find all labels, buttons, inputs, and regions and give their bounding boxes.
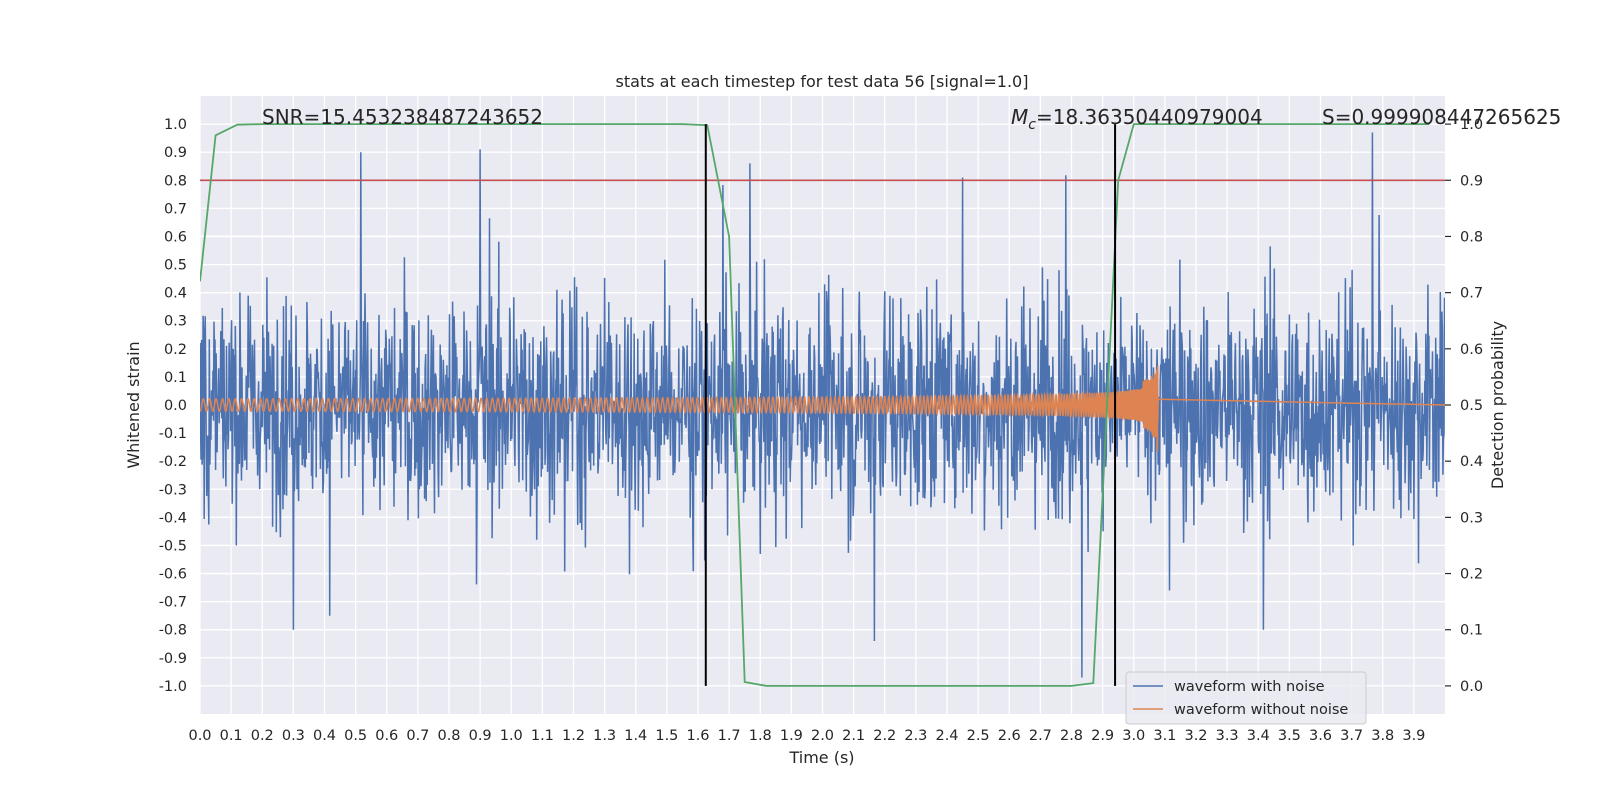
y2-axis-ticks: 1.0 0.9 0.8 0.7 0.6 0.5 0.4 0.3 0.2 0.1 0.0 — [1445, 117, 1483, 695]
x-tick-label: 1.8 — [749, 728, 772, 744]
y-tick-label: -0.4 — [159, 510, 187, 526]
x-tick-label: 0.0 — [188, 728, 211, 744]
y2-tick-label: 0.8 — [1460, 229, 1483, 245]
detection-score-annotation: S=0.999908447265625 — [1322, 105, 1561, 129]
y2-tick-label: 0.2 — [1460, 567, 1483, 583]
y2-tick-label: 0.3 — [1460, 510, 1483, 526]
y2-tick-label: 0.7 — [1460, 286, 1483, 302]
x-tick-label: 1.4 — [624, 728, 647, 744]
x-tick-label: 2.1 — [842, 728, 865, 744]
x-tick-label: 2.2 — [873, 728, 896, 744]
x-tick-label: 2.0 — [811, 728, 834, 744]
x-tick-label: 0.2 — [251, 728, 274, 744]
series-line-waveform-with-noise — [200, 132, 1445, 678]
x-tick-label: 0.7 — [406, 728, 429, 744]
y2-tick-label: 0.1 — [1460, 623, 1483, 639]
x-tick-label: 1.0 — [500, 728, 523, 744]
legend-label-noisy: waveform with noise — [1174, 679, 1325, 695]
x-tick-label: 3.3 — [1216, 728, 1239, 744]
x-tick-label: 3.7 — [1340, 728, 1363, 744]
x-tick-label: 1.3 — [593, 728, 616, 744]
x-tick-label: 3.0 — [1122, 728, 1145, 744]
legend: waveform with noise waveform without noi… — [1125, 671, 1367, 725]
y-tick-label: 0.6 — [164, 229, 187, 245]
x-tick-label: 0.4 — [313, 728, 336, 744]
y-axis-ticks: 1.0 0.9 0.8 0.7 0.6 0.5 0.4 0.3 0.2 0.1 0.0 -0.1 -0.… — [159, 117, 187, 695]
y-tick-label: -0.3 — [159, 482, 187, 498]
y-tick-label: 0.7 — [164, 201, 187, 217]
x-tick-label: 1.6 — [686, 728, 709, 744]
y-tick-label: 0.0 — [164, 398, 187, 414]
x-tick-label: 2.4 — [935, 728, 958, 744]
y-tick-label: -0.7 — [159, 595, 187, 611]
x-tick-label: 3.5 — [1278, 728, 1301, 744]
x-tick-label: 1.5 — [655, 728, 678, 744]
x-tick-label: 3.8 — [1371, 728, 1394, 744]
y2-tick-label: 0.4 — [1460, 454, 1483, 470]
x-tick-label: 2.3 — [904, 728, 927, 744]
y2-tick-label: 0.9 — [1460, 173, 1483, 189]
x-tick-label: 0.6 — [375, 728, 398, 744]
y2-axis-label: Detection probability — [1488, 321, 1507, 489]
y2-tick-label: 1.0 — [1460, 117, 1483, 133]
x-axis-ticks: 0.0 0.1 0.2 0.3 0.4 0.5 0.6 0.7 0.8 0.9 1.0 1.1 1.2 1… — [188, 728, 1425, 744]
x-tick-label: 1.2 — [562, 728, 585, 744]
x-tick-label: 2.9 — [1091, 728, 1114, 744]
chirp-mass-symbol: M — [1011, 105, 1028, 129]
x-tick-label: 2.8 — [1060, 728, 1083, 744]
chirp-mass-subscript: c — [1028, 117, 1036, 133]
y-tick-label: -0.9 — [159, 651, 187, 667]
x-tick-label: 0.9 — [469, 728, 492, 744]
y-axis-label: Whitened strain — [124, 341, 143, 468]
y-tick-label: 0.9 — [164, 145, 187, 161]
x-tick-label: 2.5 — [967, 728, 990, 744]
y-tick-label: 0.4 — [164, 286, 187, 302]
x-tick-label: 3.4 — [1247, 728, 1270, 744]
snr-annotation: SNR=15.453238487243652 — [262, 105, 543, 129]
x-axis-label: Time (s) — [788, 748, 854, 767]
x-tick-label: 1.7 — [718, 728, 741, 744]
y-tick-label: 0.5 — [164, 258, 187, 274]
y-tick-label: -1.0 — [159, 679, 187, 695]
x-tick-label: 1.9 — [780, 728, 803, 744]
x-tick-label: 2.6 — [998, 728, 1021, 744]
y-tick-label: -0.2 — [159, 454, 187, 470]
x-tick-label: 2.7 — [1029, 728, 1052, 744]
series-line-waveform-without-noise — [200, 365, 1445, 452]
y-tick-label: 0.2 — [164, 342, 187, 358]
y-tick-label: 0.8 — [164, 173, 187, 189]
y-tick-label: 0.3 — [164, 314, 187, 330]
detection-probability-line — [200, 123, 1430, 687]
y-tick-label: 0.1 — [164, 370, 187, 386]
x-tick-label: 0.5 — [344, 728, 367, 744]
chirp-mass-value: =18.36350440979004 — [1036, 105, 1263, 129]
y-tick-label: 1.0 — [164, 117, 187, 133]
x-tick-label: 0.8 — [437, 728, 460, 744]
y2-tick-label: 0.0 — [1460, 679, 1483, 695]
legend-box — [1125, 671, 1367, 725]
y2-tick-label: 0.5 — [1460, 398, 1483, 414]
x-tick-label: 3.2 — [1184, 728, 1207, 744]
chart-title: stats at each timestep for test data 56 … — [616, 72, 1029, 91]
y-tick-label: -0.8 — [159, 623, 187, 639]
legend-label-clean: waveform without noise — [1174, 702, 1348, 718]
y-tick-label: -0.6 — [159, 567, 187, 583]
y-tick-label: -0.1 — [159, 426, 187, 442]
x-tick-label: 3.1 — [1153, 728, 1176, 744]
x-tick-label: 3.9 — [1402, 728, 1425, 744]
chirp-mass-annotation: Mc=18.36350440979004 — [1011, 105, 1263, 133]
y-tick-label: -0.5 — [159, 538, 187, 554]
x-tick-label: 3.6 — [1309, 728, 1332, 744]
x-tick-label: 1.1 — [531, 728, 554, 744]
y2-tick-label: 0.6 — [1460, 342, 1483, 358]
x-tick-label: 0.3 — [282, 728, 305, 744]
x-tick-label: 0.1 — [220, 728, 243, 744]
